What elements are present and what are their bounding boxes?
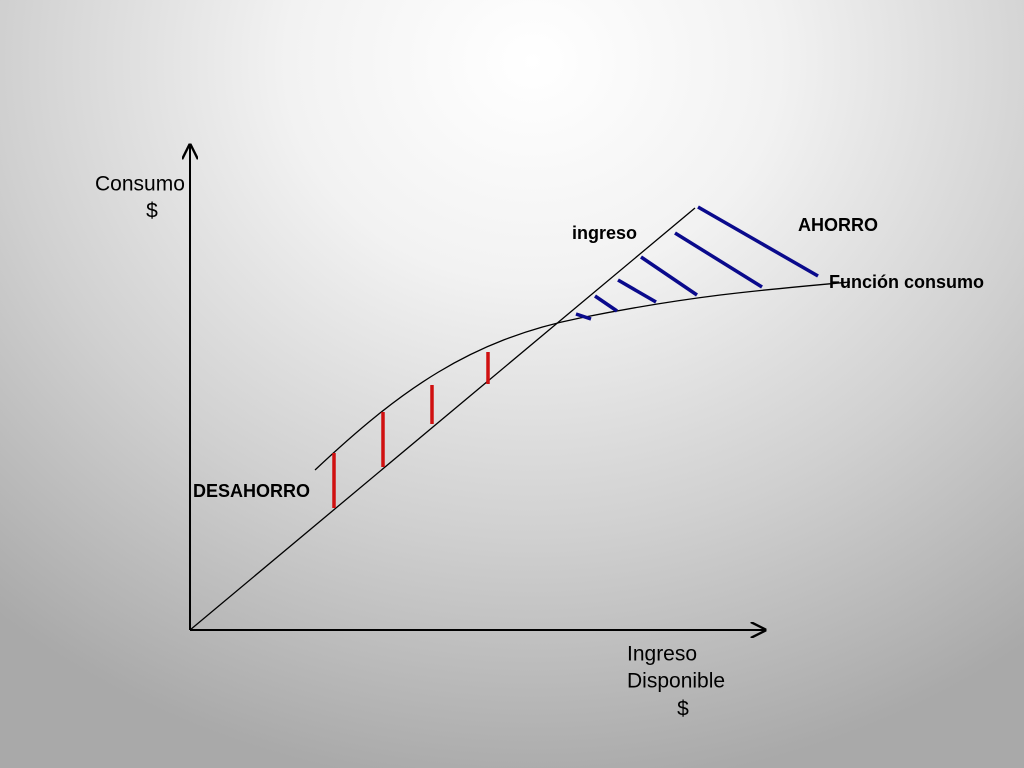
saving-label: AHORRO xyxy=(798,215,878,235)
dissaving-label: DESAHORRO xyxy=(193,481,310,501)
saving-line xyxy=(594,294,618,313)
income-line xyxy=(189,207,696,631)
saving-line xyxy=(674,231,763,289)
saving-line xyxy=(697,205,819,278)
x-label: Ingreso xyxy=(627,643,697,666)
consumption-label: Función consumo xyxy=(829,272,984,292)
saving-line xyxy=(617,278,657,304)
y-label: Consumo xyxy=(95,173,185,196)
saving-line xyxy=(575,312,592,321)
x-label: Disponible xyxy=(627,670,725,693)
saving-lines xyxy=(575,205,819,321)
y-label-unit: $ xyxy=(146,200,158,223)
dissaving-lines xyxy=(332,352,490,508)
saving-line xyxy=(640,255,698,297)
income-label: ingreso xyxy=(572,223,637,243)
x-label-unit: $ xyxy=(677,698,689,721)
consumption-curve xyxy=(314,281,851,471)
